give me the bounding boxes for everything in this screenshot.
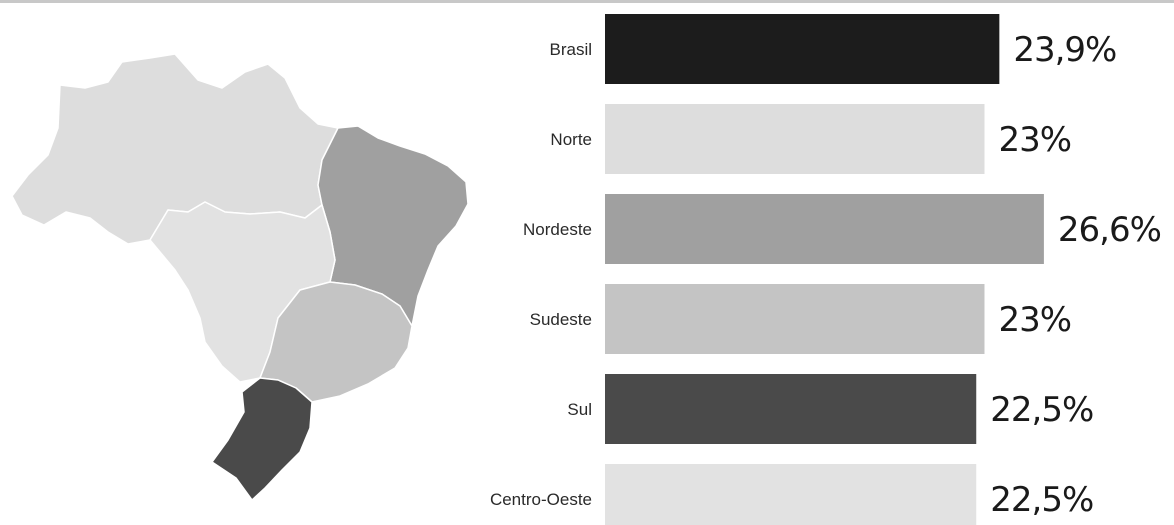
bar-sudeste <box>605 284 985 354</box>
bar-norte <box>605 104 985 174</box>
brazil-regions-map <box>11 53 469 501</box>
value-label-brasil: 23,9% <box>1013 30 1116 70</box>
value-label-centro-oeste: 22,5% <box>990 480 1093 520</box>
bar-sul <box>605 374 977 444</box>
map-region-sul <box>211 377 313 501</box>
category-label-brasil: Brasil <box>549 40 592 59</box>
bar-brasil <box>605 14 1000 84</box>
category-label-sudeste: Sudeste <box>530 310 592 329</box>
value-label-norte: 23% <box>999 120 1072 160</box>
category-label-sul: Sul <box>567 400 592 419</box>
map-region-sudeste <box>259 281 413 403</box>
value-label-sudeste: 23% <box>999 300 1072 340</box>
category-label-nordeste: Nordeste <box>523 220 592 239</box>
bar-nordeste <box>605 194 1044 264</box>
category-label-norte: Norte <box>550 130 592 149</box>
value-label-nordeste: 26,6% <box>1058 210 1161 250</box>
value-label-sul: 22,5% <box>990 390 1093 430</box>
bar-centro-oeste <box>605 464 977 525</box>
top-rule <box>0 0 1174 3</box>
category-label-centro-oeste: Centro-Oeste <box>490 490 592 509</box>
